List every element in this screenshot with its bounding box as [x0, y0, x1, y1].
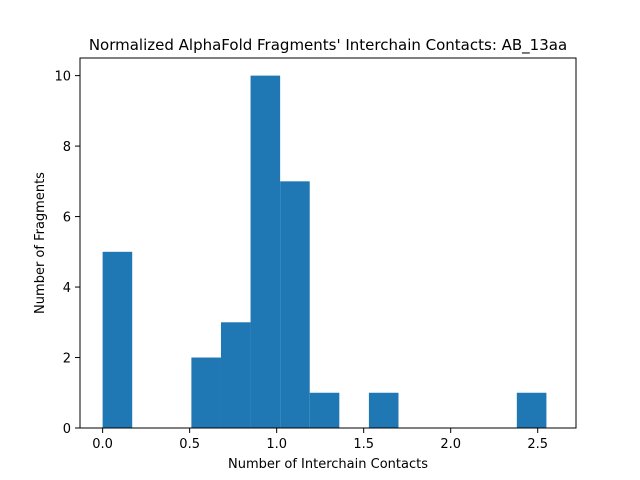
y-tick-label: 4 [63, 281, 71, 296]
histogram-bar [368, 392, 399, 428]
plot-frame [79, 57, 577, 429]
x-tick-label: 0.0 [92, 437, 113, 452]
y-tick-label: 2 [63, 352, 71, 367]
y-axis-ticks: 0 2 4 6 8 10 [54, 70, 80, 437]
chart-title: Normalized AlphaFold Fragments' Intercha… [89, 36, 567, 55]
y-tick-label: 10 [54, 70, 71, 85]
y-tick-label: 6 [63, 211, 71, 226]
histogram-bar [309, 392, 340, 428]
histogram-bar [250, 75, 281, 428]
y-tick-label: 0 [63, 422, 71, 437]
histogram-bar [280, 181, 310, 428]
x-axis-ticks: 0.0 0.5 1.0 1.5 2.0 2.5 [92, 428, 548, 452]
x-tick-label: 2.5 [527, 437, 548, 452]
y-tick-label: 8 [63, 140, 71, 155]
histogram-bar [516, 392, 547, 428]
y-axis-label: Number of Fragments [33, 172, 48, 314]
x-tick-label: 0.5 [179, 437, 200, 452]
x-tick-label: 2.0 [440, 437, 461, 452]
histogram-bar [191, 357, 221, 428]
x-axis-label: Number of Interchain Contacts [228, 457, 428, 472]
x-tick-label: 1.0 [266, 437, 287, 452]
histogram-bar [102, 251, 133, 428]
x-tick-label: 1.5 [353, 437, 374, 452]
bars-group [102, 75, 547, 428]
histogram-bar [220, 322, 251, 428]
